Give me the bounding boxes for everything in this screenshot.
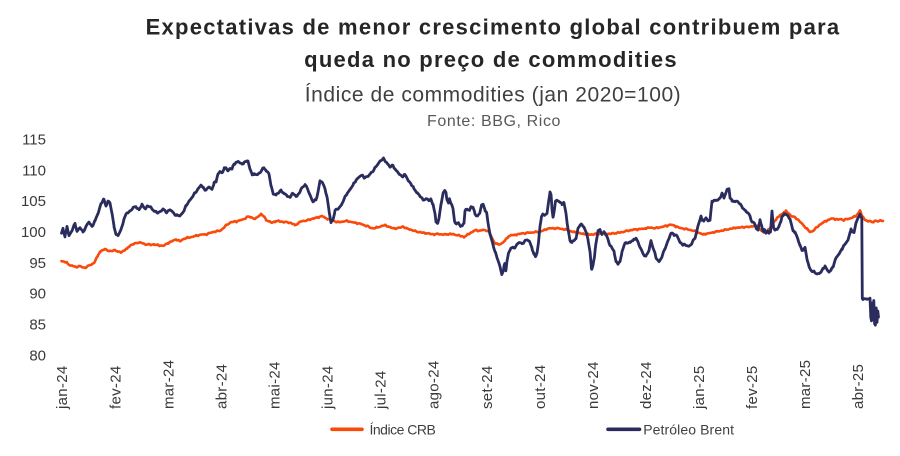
svg-text:95: 95 [29,255,46,272]
svg-text:110: 110 [22,162,46,179]
svg-text:jul-24: jul-24 [373,371,390,411]
svg-text:jan-25: jan-25 [691,366,708,411]
svg-text:90: 90 [29,286,46,303]
svg-text:mar-24: mar-24 [160,360,177,409]
svg-text:mar-25: mar-25 [797,360,814,409]
svg-text:nov-24: nov-24 [585,361,602,409]
svg-text:115: 115 [22,131,46,148]
svg-text:abr-25: abr-25 [850,364,867,409]
svg-text:queda no preço de commodities: queda no preço de commodities [304,47,678,72]
svg-text:Petróleo Brent: Petróleo Brent [643,421,734,437]
svg-text:jun-24: jun-24 [320,366,337,411]
svg-text:Expectativas de menor crescime: Expectativas de menor crescimento global… [146,15,841,40]
svg-text:jan-24: jan-24 [54,366,71,411]
svg-text:abr-24: abr-24 [213,364,230,409]
svg-text:fev-25: fev-25 [744,366,761,410]
svg-text:dez-24: dez-24 [638,361,655,409]
svg-text:Fonte: BBG, Rico: Fonte: BBG, Rico [427,113,561,130]
svg-text:80: 80 [29,347,46,364]
svg-text:Índice CRB: Índice CRB [370,421,436,437]
svg-text:85: 85 [29,317,46,334]
svg-text:100: 100 [21,224,46,241]
svg-text:105: 105 [21,193,46,210]
svg-text:out-24: out-24 [532,365,549,409]
svg-text:fev-24: fev-24 [107,366,124,410]
svg-text:set-24: set-24 [479,366,496,410]
svg-text:mai-24: mai-24 [267,361,284,409]
svg-text:ago-24: ago-24 [426,360,443,409]
svg-text:Índice de commodities (jan 202: Índice de commodities (jan 2020=100) [305,84,681,107]
